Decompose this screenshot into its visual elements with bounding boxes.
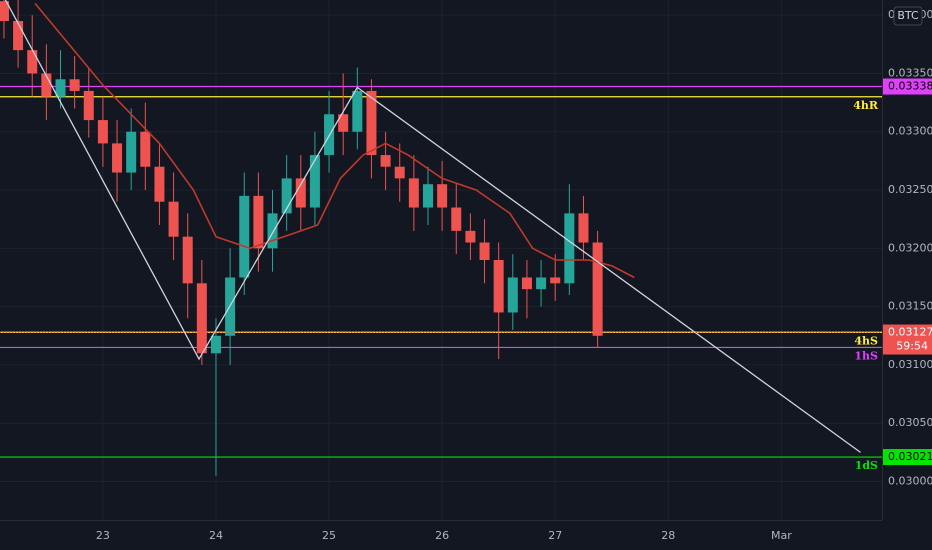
- candle-body: [140, 131, 151, 167]
- candle-body: [41, 73, 52, 97]
- candle-body: [451, 207, 462, 231]
- candle-body: [154, 166, 165, 202]
- symbol: BTC: [897, 9, 919, 22]
- candle-body: [97, 120, 108, 144]
- level-price-tag: [883, 78, 932, 95]
- level-name: 1hS: [854, 349, 878, 362]
- candle-body: [408, 178, 419, 208]
- candle-body: [437, 184, 448, 208]
- candle-body: [394, 166, 405, 179]
- trendline: [4, 0, 861, 453]
- candle-body: [126, 131, 137, 173]
- candle-body: [465, 230, 476, 243]
- candle-body: [112, 143, 123, 173]
- x-tick-label: 25: [322, 529, 336, 542]
- candle-body: [479, 242, 490, 260]
- x-tick-label: 23: [96, 529, 110, 542]
- candle-body: [564, 213, 575, 284]
- x-tick-label: 24: [209, 529, 223, 542]
- candle-body: [182, 236, 193, 284]
- level-name: 4hR: [853, 99, 879, 112]
- candle-body: [69, 79, 80, 91]
- candle-body: [352, 90, 363, 132]
- last-price-label: 0.031278: [888, 326, 932, 339]
- candle-body: [267, 213, 278, 249]
- candle-body: [309, 155, 320, 208]
- candle-body: [366, 90, 377, 156]
- x-tick-label: 27: [548, 529, 562, 542]
- candle-body: [550, 277, 561, 284]
- candle-body: [210, 335, 221, 354]
- x-tick-label: 28: [661, 529, 675, 542]
- plot: [0, 0, 882, 476]
- candle-body: [196, 283, 207, 354]
- candle-body: [338, 114, 349, 132]
- candle-body: [253, 195, 264, 249]
- candle-body: [578, 213, 589, 243]
- candle-body: [239, 195, 250, 278]
- candle-body: [83, 90, 94, 121]
- candle-body: [281, 178, 292, 214]
- symbol-badge: [893, 6, 923, 26]
- level-price-tag: [883, 449, 932, 466]
- level-price-label: 0.033388: [888, 80, 932, 93]
- level-name: 1dS: [855, 459, 878, 472]
- moving-average: [34, 2, 635, 279]
- candle-body: [493, 260, 504, 313]
- candle-body: [380, 155, 391, 167]
- y-tick-label: 0.033500: [888, 66, 932, 79]
- candle-body: [27, 50, 38, 74]
- candle-body: [55, 79, 66, 97]
- candle-body: [521, 277, 532, 290]
- candle-body: [13, 20, 24, 51]
- x-tick-label: 26: [435, 529, 449, 542]
- candle-body: [507, 277, 518, 313]
- last-price-tag: [883, 324, 932, 355]
- candle-body: [422, 184, 433, 208]
- level-name: 4hS: [854, 334, 878, 347]
- candle-body: [168, 201, 179, 237]
- candle-body: [536, 277, 547, 290]
- x-tick-label: Mar: [771, 529, 792, 542]
- candle-body: [0, 1, 9, 21]
- candle-body: [295, 178, 306, 208]
- countdown: 59:54: [896, 340, 928, 353]
- candle-body: [592, 242, 603, 336]
